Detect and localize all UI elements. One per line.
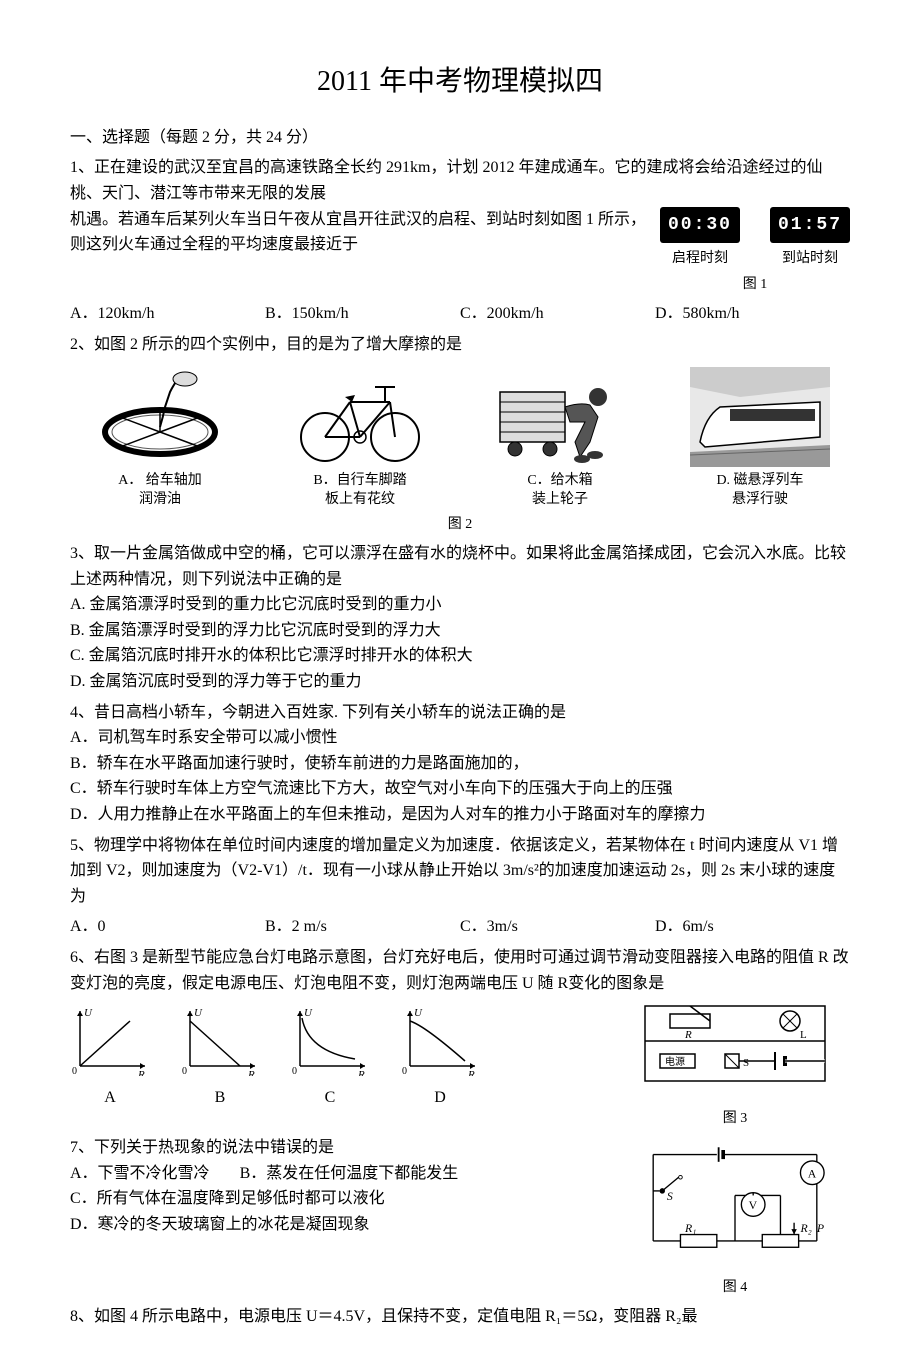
- q4-option-a: A．司机驾车时系安全带可以减小惯性: [70, 725, 850, 751]
- svg-text:R₁: R₁: [684, 1221, 696, 1235]
- maglev-train-icon: [690, 367, 830, 467]
- svg-text:V: V: [749, 1198, 758, 1212]
- svg-text:R: R: [357, 1069, 365, 1076]
- q2-opta-line1: A． 给车轴加: [118, 473, 202, 488]
- clock-departure: 00:30: [660, 207, 740, 244]
- question-4: 4、昔日高档小轿车，今朝进入百姓家. 下列有关小轿车的说法正确的是 A．司机驾车…: [70, 700, 850, 828]
- page-title: 2011 年中考物理模拟四: [70, 60, 850, 105]
- question-2: 2、如图 2 所示的四个实例中，目的是为了增大摩擦的是 A． 给车轴加 润: [70, 332, 850, 536]
- q2-option-b: B．自行车脚踏 板上有花纹: [270, 367, 450, 508]
- crate-wheels-icon: [490, 367, 630, 467]
- svg-text:电源: 电源: [665, 1055, 685, 1068]
- wheel-lubricant-icon: [90, 367, 230, 467]
- svg-text:R: R: [684, 1029, 692, 1041]
- q5-text: 5、物理学中将物体在单位时间内速度的增加量定义为加速度．依据该定义，若某物体在 …: [70, 833, 850, 910]
- svg-text:0: 0: [72, 1066, 77, 1076]
- svg-text:L: L: [800, 1029, 807, 1041]
- figure-4-label: 图 4: [620, 1277, 850, 1299]
- svg-text:0: 0: [182, 1066, 187, 1076]
- svg-text:R: R: [247, 1069, 255, 1076]
- q3-option-b: B. 金属箔漂浮时受到的浮力比它沉底时受到的浮力大: [70, 618, 850, 644]
- figure-3-label: 图 3: [620, 1108, 850, 1130]
- figure-2-label: 图 2: [70, 514, 850, 536]
- q2-opta-line2: 润滑油: [139, 492, 181, 507]
- figure-1-label: 图 1: [660, 274, 850, 296]
- svg-text:R: R: [467, 1069, 475, 1076]
- q1-option-d: D．580km/h: [655, 301, 850, 327]
- figure-3-circuit: R L 电源 S 图 3: [620, 996, 850, 1130]
- clock-arrival: 01:57: [770, 207, 850, 244]
- clock-departure-label: 启程时刻: [660, 248, 740, 270]
- q7-option-b: B．蒸发在任何温度下都能发生: [240, 1161, 459, 1187]
- q2-option-c: C．给木箱 装上轮子: [470, 367, 650, 508]
- svg-text:R: R: [137, 1069, 145, 1076]
- q6-option-d-label: D: [400, 1085, 480, 1111]
- q5-option-b: B．2 m/s: [265, 914, 460, 940]
- q1-text-part1: 1、正在建设的武汉至宜昌的高速铁路全长约 291km，计划 2012 年建成通车…: [70, 155, 850, 206]
- q2-optd-line2: 悬浮行驶: [732, 492, 788, 507]
- svg-text:U: U: [414, 1007, 423, 1019]
- q2-optb-line2: 板上有花纹: [325, 492, 395, 507]
- q8-text: 8、如图 4 所示电路中，电源电压 U＝4.5V，且保持不变，定值电阻 R₁＝5…: [70, 1304, 850, 1330]
- q4-option-b: B．轿车在水平路面加速行驶时，使轿车前进的力是路面施加的，: [70, 751, 850, 777]
- svg-text:R₂: R₂: [799, 1221, 811, 1235]
- svg-text:U: U: [194, 1007, 203, 1019]
- q6-option-b-label: B: [180, 1085, 260, 1111]
- q6-graph-c: U R 0 C: [290, 1006, 370, 1110]
- question-1: 1、正在建设的武汉至宜昌的高速铁路全长约 291km，计划 2012 年建成通车…: [70, 155, 850, 326]
- q1-option-a: A．120km/h: [70, 301, 265, 327]
- q3-text: 3、取一片金属箔做成中空的桶，它可以漂浮在盛有水的烧杯中。如果将此金属箔揉成团，…: [70, 541, 850, 592]
- q4-option-c: C．轿车行驶时车体上方空气流速比下方大，故空气对小车向下的压强大于向上的压强: [70, 776, 850, 802]
- q3-option-a: A. 金属箔漂浮时受到的重力比它沉底时受到的重力小: [70, 592, 850, 618]
- q7-option-a: A．下雪不冷化雪冷: [70, 1161, 210, 1187]
- svg-text:P: P: [816, 1221, 824, 1235]
- bicycle-icon: [290, 367, 430, 467]
- svg-text:A: A: [808, 1166, 817, 1180]
- q1-option-c: C．200km/h: [460, 301, 655, 327]
- svg-text:S: S: [667, 1189, 673, 1203]
- clock-arrival-label: 到站时刻: [770, 248, 850, 270]
- svg-text:0: 0: [292, 1066, 297, 1076]
- question-5: 5、物理学中将物体在单位时间内速度的增加量定义为加速度．依据该定义，若某物体在 …: [70, 833, 850, 940]
- q1-text-part2: 机遇。若通车后某列火车当日午夜从宜昌开往武汉的启程、到站时刻如图 1 所示，则这…: [70, 207, 650, 258]
- q6-graph-d: U R 0 D: [400, 1006, 480, 1110]
- svg-text:U: U: [84, 1007, 93, 1019]
- q5-option-c: C．3m/s: [460, 914, 655, 940]
- question-3: 3、取一片金属箔做成中空的桶，它可以漂浮在盛有水的烧杯中。如果将此金属箔揉成团，…: [70, 541, 850, 695]
- q1-figure-1: 00:30 01:57 启程时刻 到站时刻 图 1: [660, 207, 850, 297]
- q2-optc-line2: 装上轮子: [532, 492, 588, 507]
- figure-4-circuit: S A V R₁ R₂ P 图 4: [620, 1135, 850, 1299]
- q4-text: 4、昔日高档小轿车，今朝进入百姓家. 下列有关小轿车的说法正确的是: [70, 700, 850, 726]
- q3-option-c: C. 金属箔沉底时排开水的体积比它漂浮时排开水的体积大: [70, 643, 850, 669]
- q3-option-d: D. 金属箔沉底时受到的浮力等于它的重力: [70, 669, 850, 695]
- section-1-header: 一、选择题（每题 2 分，共 24 分）: [70, 125, 850, 151]
- q6-text: 6、右图 3 是新型节能应急台灯电路示意图，台灯充好电后，使用时可通过调节滑动变…: [70, 945, 850, 996]
- q2-optd-line1: D. 磁悬浮列车: [716, 473, 803, 488]
- q2-optc-line1: C．给木箱: [527, 473, 592, 488]
- question-7: S A V R₁ R₂ P 图 4 7、下列关于热现象的说法中错误的是 A．下雪…: [70, 1135, 850, 1299]
- q5-option-a: A．0: [70, 914, 265, 940]
- svg-text:0: 0: [402, 1066, 407, 1076]
- q4-option-d: D．人用力推静止在水平路面上的车但未推动，是因为人对车的推力小于路面对车的摩擦力: [70, 802, 850, 828]
- question-8: 8、如图 4 所示电路中，电源电压 U＝4.5V，且保持不变，定值电阻 R₁＝5…: [70, 1304, 850, 1330]
- svg-text:S: S: [743, 1057, 749, 1069]
- q6-option-c-label: C: [290, 1085, 370, 1111]
- q2-optb-line1: B．自行车脚踏: [313, 473, 406, 488]
- q6-graph-a: U R 0 A: [70, 1006, 150, 1110]
- q2-option-a: A． 给车轴加 润滑油: [70, 367, 250, 508]
- q2-option-d: D. 磁悬浮列车 悬浮行驶: [670, 367, 850, 508]
- q2-text: 2、如图 2 所示的四个实例中，目的是为了增大摩擦的是: [70, 332, 850, 358]
- svg-text:U: U: [304, 1007, 313, 1019]
- q5-option-d: D．6m/s: [655, 914, 850, 940]
- question-6: 6、右图 3 是新型节能应急台灯电路示意图，台灯充好电后，使用时可通过调节滑动变…: [70, 945, 850, 1130]
- q1-option-b: B．150km/h: [265, 301, 460, 327]
- q6-option-a-label: A: [70, 1085, 150, 1111]
- q6-graph-b: U R 0 B: [180, 1006, 260, 1110]
